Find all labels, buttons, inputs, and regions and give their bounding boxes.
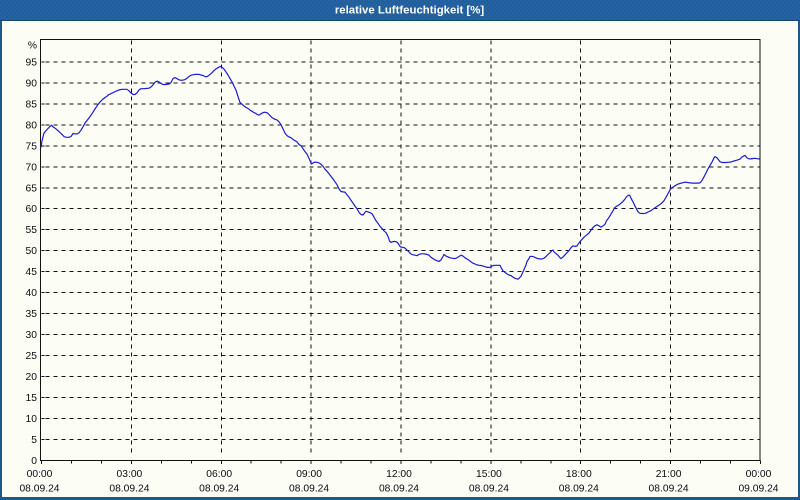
svg-text:03:00: 03:00 — [117, 469, 143, 480]
svg-text:09.09.24: 09.09.24 — [738, 484, 778, 495]
svg-text:70: 70 — [26, 162, 38, 173]
svg-text:12:00: 12:00 — [386, 469, 412, 480]
svg-text:15:00: 15:00 — [476, 469, 502, 480]
svg-text:08.09.24: 08.09.24 — [469, 484, 509, 495]
svg-text:15: 15 — [26, 393, 38, 404]
svg-text:%: % — [28, 41, 37, 52]
svg-text:relative Luftfeuchtigkeit [%]: relative Luftfeuchtigkeit [%] — [335, 4, 485, 16]
svg-text:08.09.24: 08.09.24 — [559, 484, 599, 495]
svg-text:65: 65 — [26, 183, 38, 194]
svg-text:50: 50 — [26, 246, 38, 257]
svg-text:95: 95 — [26, 57, 38, 68]
svg-text:21:00: 21:00 — [656, 469, 682, 480]
svg-text:08.09.24: 08.09.24 — [109, 484, 149, 495]
svg-text:75: 75 — [26, 141, 38, 152]
svg-text:30: 30 — [26, 330, 38, 341]
svg-text:00:00: 00:00 — [27, 469, 53, 480]
svg-text:0: 0 — [31, 456, 37, 467]
svg-text:09:00: 09:00 — [296, 469, 322, 480]
svg-text:08.09.24: 08.09.24 — [379, 484, 419, 495]
svg-text:10: 10 — [26, 414, 38, 425]
svg-text:06:00: 06:00 — [206, 469, 232, 480]
svg-text:08.09.24: 08.09.24 — [199, 484, 239, 495]
svg-text:08.09.24: 08.09.24 — [289, 484, 329, 495]
svg-text:60: 60 — [26, 204, 38, 215]
svg-text:18:00: 18:00 — [566, 469, 592, 480]
svg-text:5: 5 — [31, 435, 37, 446]
svg-text:45: 45 — [26, 267, 38, 278]
svg-text:20: 20 — [26, 372, 38, 383]
svg-text:08.09.24: 08.09.24 — [19, 484, 59, 495]
svg-text:00:00: 00:00 — [746, 469, 772, 480]
svg-text:40: 40 — [26, 288, 38, 299]
svg-text:80: 80 — [26, 120, 38, 131]
svg-text:55: 55 — [26, 225, 38, 236]
svg-text:85: 85 — [26, 99, 38, 110]
svg-text:08.09.24: 08.09.24 — [649, 484, 689, 495]
svg-text:90: 90 — [26, 78, 38, 89]
svg-text:25: 25 — [26, 351, 38, 362]
svg-text:35: 35 — [26, 309, 38, 320]
